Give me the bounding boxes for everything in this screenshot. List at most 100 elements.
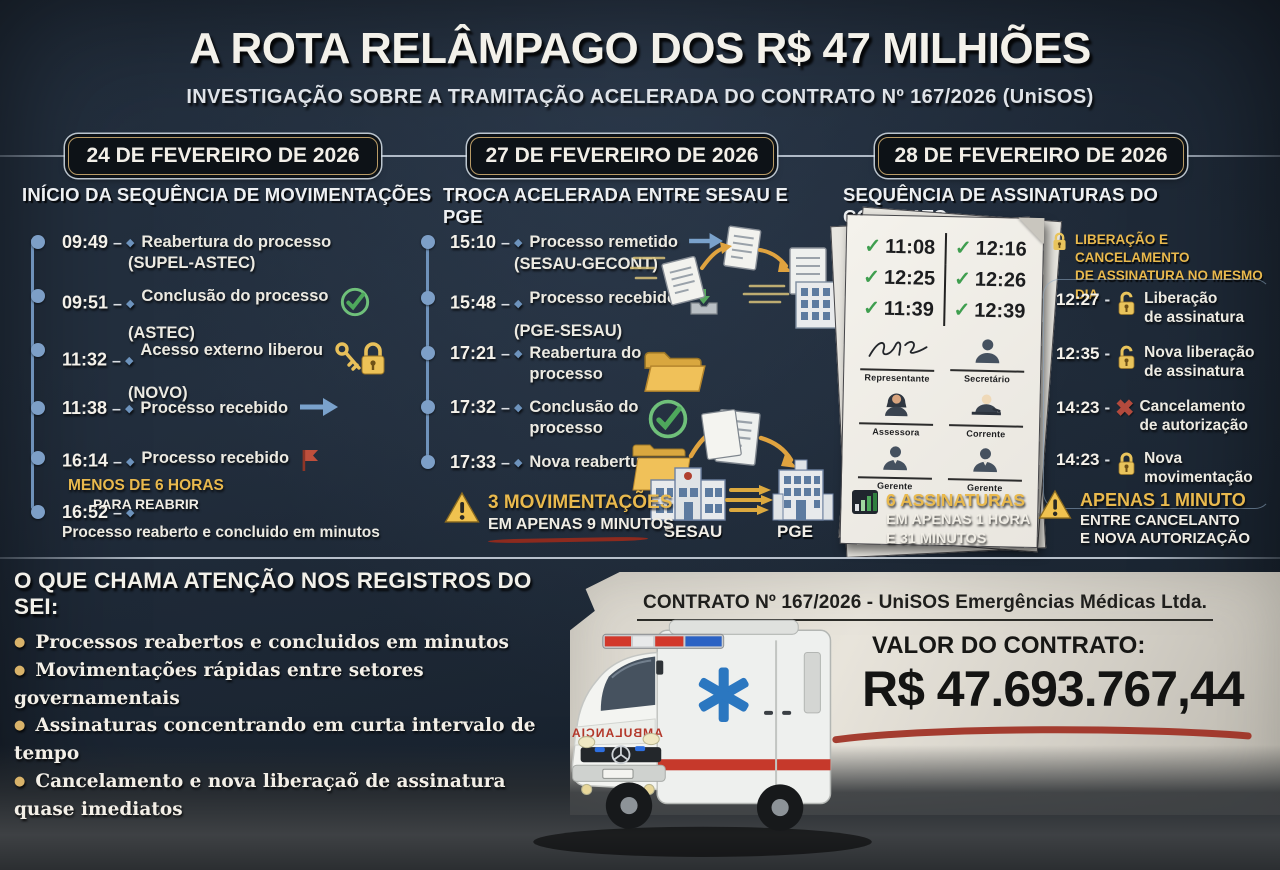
signature-time: 12:25 <box>854 262 945 295</box>
flying-documents-illustration <box>630 225 837 329</box>
signature-line <box>857 476 932 480</box>
alert-apenas-1-minuto: APENAS 1 MINUTO ENTRE CANCELANTO E NOVA … <box>1038 489 1250 549</box>
event-text: Nova movimentação <box>1144 450 1253 486</box>
event-text: Processo reaberto e concluido em minutos <box>62 524 380 541</box>
event-time: 15:48 <box>450 292 497 313</box>
signature-line <box>949 424 1024 428</box>
diamond-icon <box>108 454 141 471</box>
event-time: 14:23 <box>1056 398 1100 417</box>
event-subtext: (ASTEC) <box>128 324 195 342</box>
red-underline <box>487 536 649 544</box>
signature-line <box>950 369 1025 373</box>
unlock-icon <box>1115 290 1139 322</box>
event-text: Acesso externo liberou <box>140 341 323 359</box>
signer-cell: Representante <box>852 334 943 384</box>
event-time: 12:35 <box>1056 344 1100 363</box>
signer-cell: Gerente <box>940 445 1031 494</box>
event-1510: 15:10 Processo remetido (SESAU-GECONT) <box>421 232 724 275</box>
event-text: Conclusão do processo <box>529 398 639 437</box>
timeline-dot <box>31 505 45 519</box>
sei-bullet: Cancelamento e nova liberaçaõ de assinat… <box>14 768 579 824</box>
event-1132: 11:32 Acesso externo liberou (NOVO) <box>31 340 389 404</box>
column-1-heading: INÍCIO DA SEQUÊNCIA DE MOVIMENTAÇÕES <box>22 184 432 205</box>
event-time: 17:21 <box>450 343 497 363</box>
contract-banner: CONTRATO Nº 167/2026 - UniSOS Emergência… <box>637 592 1213 621</box>
event-text: Reabertura do processo <box>529 344 642 383</box>
building-label-pge: PGE <box>777 522 813 541</box>
page-corner <box>1017 217 1045 245</box>
signer-cell: Corrente <box>941 391 1032 440</box>
alert-strong: 3 MOVIMENTAÇÕES <box>488 492 673 513</box>
alert-3-movimentacoes: 3 MOVIMENTAÇÕES EM APENAS 9 MINUTOS <box>444 491 674 544</box>
contract-value-label: VALOR DO CONTRATO: <box>872 632 1146 659</box>
event-time: 11:32 <box>62 349 108 370</box>
timeline-dot <box>421 346 435 360</box>
note-rest: PARA REABRIR <box>93 495 199 512</box>
event-0949: 09:49 Reabertura do processo (SUPEL-ASTEC… <box>31 232 331 274</box>
event-subtext: (NOVO) <box>128 384 188 402</box>
sei-heading: O QUE CHAMA ATENÇÃO NOS REGISTROS DO SEI… <box>14 568 532 619</box>
warning-icon <box>1038 489 1072 525</box>
event-1652: 16:52 Processo reaberto e concluido em mi… <box>31 502 448 542</box>
signer-label: Corrente <box>966 428 1006 440</box>
person-icon <box>970 446 1001 479</box>
signature-icon <box>864 334 931 368</box>
person-icon <box>972 337 1003 370</box>
sei-bullet: Processos reabertos e concluidos em minu… <box>14 629 579 657</box>
signature-times: 11:08 12:16 12:25 12:26 11:39 12:39 <box>853 231 1036 328</box>
person-icon <box>880 444 911 477</box>
contract-value: R$ 47.693.767,44 <box>862 661 1245 717</box>
diamond-icon <box>108 296 141 313</box>
column-2-heading: TROCA ACELERADA ENTRE SESAU E PGE <box>443 184 788 227</box>
check-circle-icon <box>339 286 371 323</box>
sesau-pge-flow-illustration <box>632 408 834 521</box>
event-time: 11:38 <box>62 398 108 418</box>
event-1732: 17:32 Conclusão do processo <box>421 397 688 439</box>
signer-label: Secretário <box>963 373 1011 385</box>
diamond-icon <box>496 346 529 363</box>
event-1721: 17:21 Reabertura do processo <box>421 343 706 392</box>
lock-icon <box>1050 231 1069 257</box>
ambulance-mirrored-text: AMBULANCIA <box>571 726 663 740</box>
side-events-panel: 12:27- Liberação de assinatura 12:35- No… <box>1043 279 1271 509</box>
event-text: Processo recebido <box>529 289 678 307</box>
event-time: 14:23 <box>1056 450 1100 469</box>
alert-rest: ENTRE CANCELANTO E NOVA AUTORIZAÇÃO <box>1080 511 1251 548</box>
stat-6-assinaturas: 6 ASSINATURAS EM APENAS 1 HORA E 31 MINU… <box>852 490 1030 549</box>
signature-line <box>860 368 935 372</box>
sei-bullet: Assinaturas concentrando em curta interv… <box>14 712 579 768</box>
red-brush-underline <box>832 726 1252 744</box>
event-0951: 09:51 Conclusão do processo (ASTEC) <box>31 286 371 344</box>
signature-time: 11:39 <box>853 293 944 326</box>
signer-label: Assessora <box>872 426 920 438</box>
unlock-icon <box>1115 344 1139 376</box>
check-circle-icon <box>646 397 690 446</box>
timeline-dot <box>31 401 45 415</box>
stat-rest: EM APENAS 1 HORA E 31 MINUTOS <box>886 512 1031 547</box>
signer-label: Representante <box>864 372 930 384</box>
lock-icon <box>1115 450 1139 482</box>
sei-bullet: Movimentações rápidas entre setores gove… <box>14 657 579 713</box>
alert-strong: APENAS 1 MINUTO <box>1080 490 1246 510</box>
timeline-dot <box>421 291 435 305</box>
event-text: Processo remetido <box>529 233 678 251</box>
x-mark-icon: ✖ <box>1115 395 1135 421</box>
diamond-icon <box>496 235 529 252</box>
timeline-dot <box>31 289 45 303</box>
event-text: Processo recebido <box>141 449 290 467</box>
event-time: 16:14 <box>62 450 109 471</box>
diamond-icon <box>496 455 529 472</box>
red-flag-icon <box>300 448 320 477</box>
signature-line <box>947 478 1022 482</box>
alert-rest: EM APENAS 9 MINUTOS <box>488 515 674 533</box>
note-strong: MENOS DE 6 HORAS <box>68 477 224 494</box>
event-text: Conclusão do processo <box>141 287 329 305</box>
person-woman-icon <box>881 390 912 423</box>
event-time: 16:52 <box>62 502 109 522</box>
sei-observations: O QUE CHAMA ATENÇÃO NOS REGISTROS DO SEI… <box>14 568 579 823</box>
building-label-sesau: SESAU <box>663 522 723 541</box>
event-time: 17:33 <box>450 452 497 472</box>
event-time: 17:32 <box>450 397 497 417</box>
signature-time: 12:26 <box>943 264 1035 297</box>
note-menos-6-horas: MENOS DE 6 HORAS PARA REABRIR <box>68 477 224 512</box>
